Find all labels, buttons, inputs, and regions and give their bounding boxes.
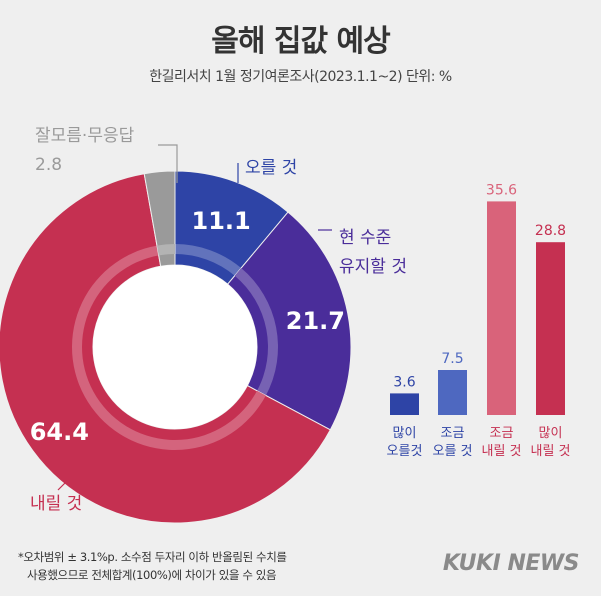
bar-조금-오를-것: [438, 370, 467, 415]
bar-value-많이-내릴-것: 28.8: [535, 223, 566, 239]
bar-많이-내릴-것: [536, 242, 565, 415]
bar-label-line2-많이-오를것: 오를것: [387, 444, 423, 459]
footnote-line-2: 사용했으므로 전체합계(100%)에 차이가 있을 수 있음: [27, 568, 277, 582]
bar-label-line1-많이-내릴-것: 많이: [539, 426, 563, 441]
bar-많이-오를것: [390, 393, 419, 415]
leader-line-unknown: [158, 144, 178, 183]
bar-label-line1-많이-오를것: 많이: [393, 426, 417, 441]
bar-label-line2-많이-내릴-것: 내릴 것: [530, 444, 570, 459]
pie-label-same-line2: 유지할 것: [339, 257, 407, 277]
pie-inner-ring-잘모름-무응답: [156, 244, 175, 256]
pie-value-내릴-것: 64.4: [30, 418, 89, 446]
footnote-line-1: *오차범위 ± 3.1%p. 소수점 두자리 이하 반올림된 수치를: [18, 550, 287, 564]
pie-value-현-수준-유지할-것: 21.7: [286, 307, 345, 335]
pie-value-오를-것: 11.1: [192, 207, 251, 235]
bar-value-많이-오를것: 3.6: [393, 374, 415, 390]
pie-center: [93, 265, 257, 429]
footnote: *오차범위 ± 3.1%p. 소수점 두자리 이하 반올림된 수치를 사용했으므…: [18, 548, 287, 584]
pie-label-down: 내릴 것: [30, 494, 82, 514]
chart-subtitle: 한길리서치 1월 정기여론조사(2023.1.1~2) 단위: %: [149, 69, 452, 85]
pie-label-up: 오를 것: [245, 158, 297, 178]
pie-inner-ring-현-수준-유지할-것: [234, 268, 279, 396]
pie-inner-ring-오를-것: [175, 244, 242, 276]
kuki-news-logo: KUKI NEWS: [442, 551, 580, 576]
bar-label-line2-조금-오를-것: 오를 것: [432, 444, 472, 459]
bar-value-조금-오를-것: 7.5: [441, 351, 463, 367]
leader-line-down: [57, 469, 79, 491]
bar-조금-내릴-것: [487, 201, 516, 415]
pie-value-unknown: 2.8: [35, 155, 62, 175]
bar-label-line1-조금-오를-것: 조금: [441, 426, 465, 441]
pie-label-same-line1: 현 수준: [339, 228, 391, 248]
bar-value-조금-내릴-것: 35.6: [486, 182, 517, 198]
bar-label-line2-조금-내릴-것: 내릴 것: [481, 444, 521, 459]
pie-label-unknown: 잘모름·무응답: [35, 126, 135, 146]
bar-label-line1-조금-내릴-것: 조금: [490, 426, 514, 441]
chart-title: 올해 집값 예상: [211, 24, 391, 59]
